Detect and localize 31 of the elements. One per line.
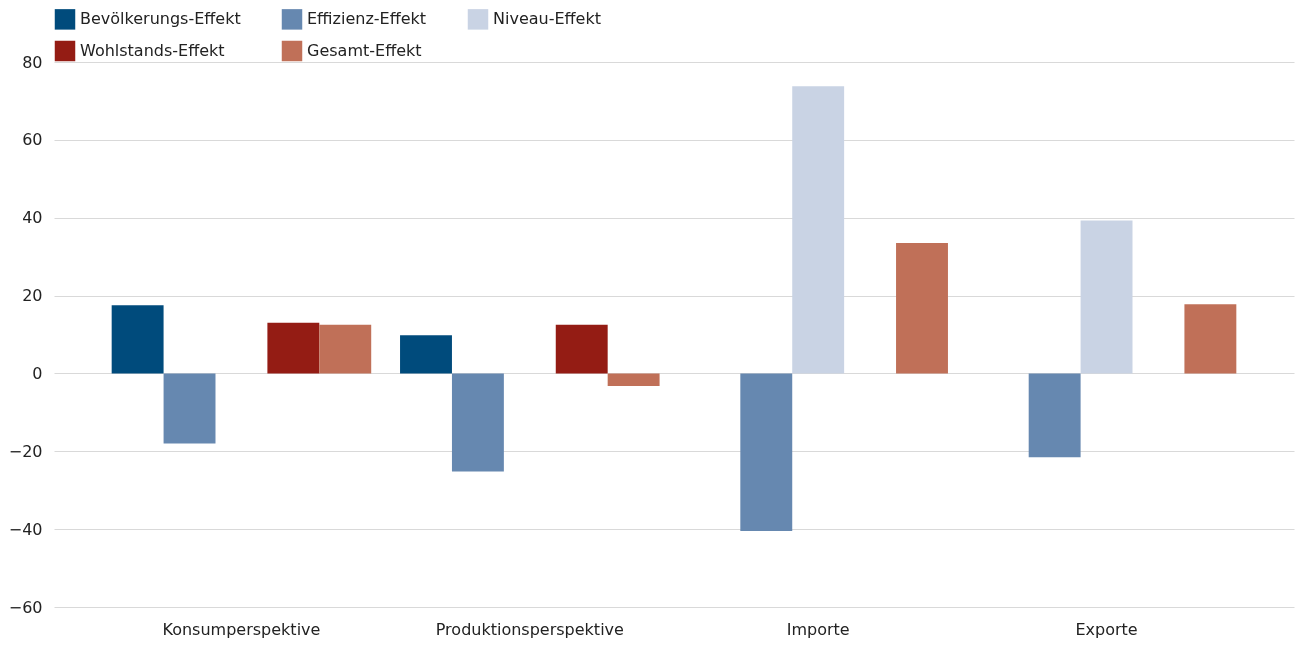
bar xyxy=(555,324,608,374)
bar xyxy=(607,373,660,386)
x-tick-label: Produktionsperspektive xyxy=(435,619,624,639)
bar xyxy=(319,324,372,374)
bar xyxy=(740,373,793,532)
x-tick-label: Exporte xyxy=(1075,619,1138,639)
legend-label: Bevölkerungs-Effekt xyxy=(80,9,241,29)
legend-label: Effizienz-Effekt xyxy=(307,9,427,29)
legend-label: Niveau-Effekt xyxy=(493,9,601,29)
bar xyxy=(163,373,216,444)
legend-label: Gesamt-Effekt xyxy=(307,41,422,60)
y-tick-label: 60 xyxy=(22,130,43,150)
y-tick-label: −40 xyxy=(8,519,43,539)
x-tick-label: Konsumperspektive xyxy=(162,619,321,639)
legend-label: Wohlstands-Effekt xyxy=(80,41,225,60)
y-tick-label: −20 xyxy=(8,441,43,461)
bar xyxy=(1080,220,1133,374)
x-tick-label: Importe xyxy=(786,619,850,639)
bar xyxy=(111,305,164,374)
y-tick-label: 0 xyxy=(32,363,43,383)
y-tick-label: −60 xyxy=(8,597,43,617)
bar xyxy=(400,335,452,374)
bar xyxy=(1028,373,1081,458)
bar xyxy=(792,86,845,374)
y-tick-label: 80 xyxy=(22,52,43,72)
y-tick-label: 40 xyxy=(22,208,43,228)
bar xyxy=(451,373,504,472)
bar xyxy=(896,243,948,374)
bar xyxy=(267,322,320,374)
bar xyxy=(1184,304,1237,374)
y-tick-label: 20 xyxy=(22,286,43,306)
